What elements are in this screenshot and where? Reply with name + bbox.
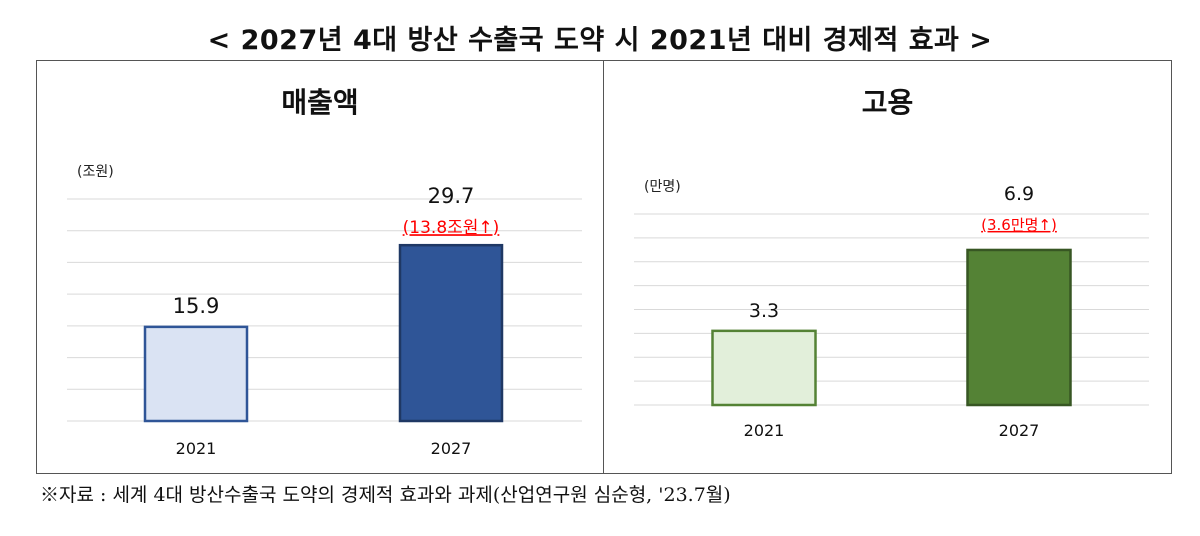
sales-value-label-2021: 15.9	[173, 294, 220, 318]
employment-value-label-2021: 3.3	[749, 300, 779, 322]
sales-bar-chart: 15.9 2021 29.7 2027 (13.8조원↑)	[67, 184, 582, 458]
employment-category-label-2027: 2027	[999, 421, 1040, 440]
employment-chart-panel: 고용 (만명) 3.3 2021 6.9 2027 (3.6만명↑)	[603, 60, 1172, 474]
employment-bar-2021	[711, 329, 817, 407]
sales-bar-2027	[398, 243, 504, 423]
page-title: < 2027년 4대 방산 수출국 도약 시 2021년 대비 경제적 효과 >	[207, 25, 993, 56]
sales-value-label-2027: 29.7	[428, 184, 475, 208]
employment-value-label-2027: 6.9	[1004, 183, 1034, 205]
employment-chart-title: 고용	[861, 86, 914, 119]
employment-category-label-2021: 2021	[744, 421, 785, 440]
sales-category-label-2027: 2027	[431, 439, 472, 458]
employment-unit-label: (만명)	[644, 179, 681, 195]
sales-bar-2021	[143, 325, 249, 423]
source-note: ※자료 : 세계 4대 방산수출국 도약의 경제적 효과와 과제(산업연구원 심…	[40, 484, 731, 506]
sales-chart-title: 매출액	[281, 86, 359, 119]
sales-unit-label: (조원)	[77, 164, 114, 180]
employment-bar-2027	[966, 248, 1072, 407]
employment-bar-chart: 3.3 2021 6.9 2027 (3.6만명↑)	[634, 183, 1149, 440]
sales-category-label-2021: 2021	[176, 439, 217, 458]
employment-increase-annotation: (3.6만명↑)	[981, 216, 1057, 234]
sales-increase-annotation: (13.8조원↑)	[403, 218, 500, 238]
sales-chart-panel: 매출액 (조원) 15.9 2021 29.7 2027 (13.8조원↑)	[36, 60, 604, 474]
